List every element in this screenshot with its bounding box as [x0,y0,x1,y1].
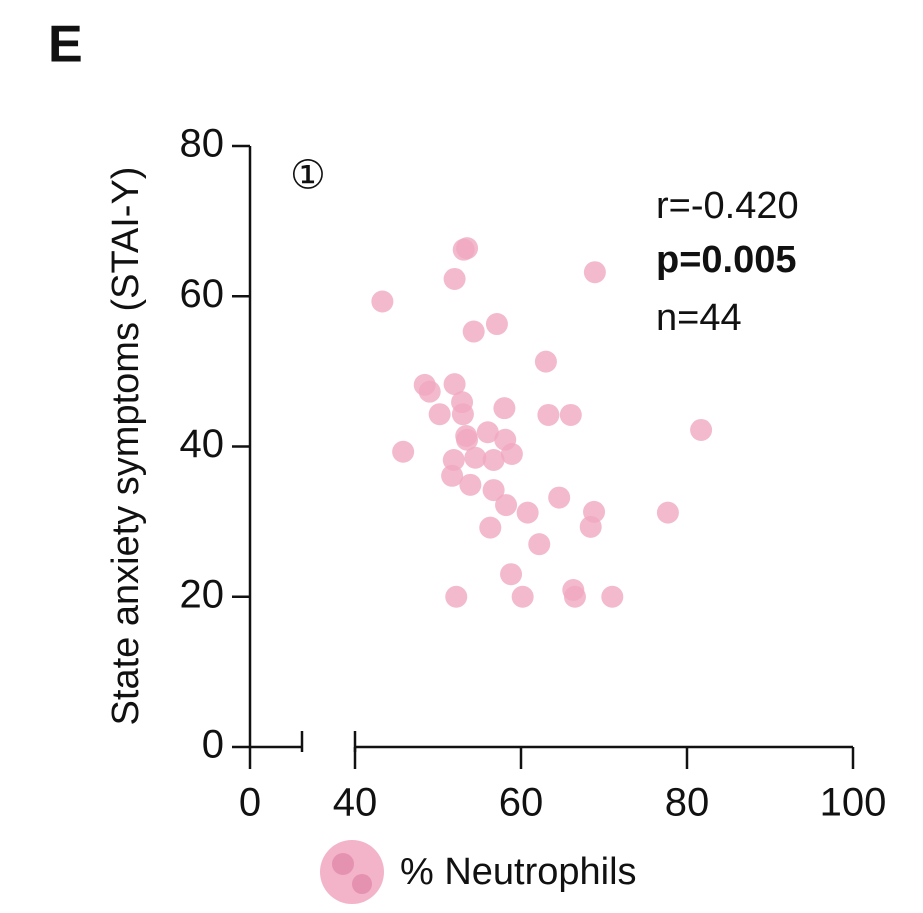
y-tick-label: 80 [180,122,225,166]
stat-r: r=-0.420 [656,185,799,227]
neutrophil-icon-lobe [332,853,354,875]
point [476,421,499,444]
stat-n: n=44 [656,297,742,339]
point [528,533,551,556]
point [495,494,518,517]
point [482,479,505,502]
y-axis-label: State anxiety symptoms (STAI-Y) [105,167,147,726]
point [451,403,474,426]
y-tick-label: 20 [180,572,225,616]
point [418,380,441,403]
point [482,449,505,472]
point [601,585,624,608]
point [563,585,586,608]
point [392,440,415,463]
point [459,473,482,496]
point [511,585,534,608]
point [456,428,479,451]
point [445,585,468,608]
y-tick-label: 0 [202,723,224,767]
point [559,403,582,426]
point [537,403,560,426]
neutrophil-icon-lobe [352,874,372,894]
point [428,403,451,426]
point [462,320,485,343]
neutrophil-icon [320,840,384,904]
point [441,464,464,487]
point [500,443,523,466]
point [500,563,523,586]
point [548,486,571,509]
stat-p: p=0.005 [656,239,797,281]
point [452,238,475,261]
point [485,313,508,336]
x-tick-label: 0 [239,781,261,825]
point [534,350,557,373]
x-tick-label: 40 [333,781,378,825]
panel-label: E [48,16,83,74]
point [579,515,602,538]
point [516,501,539,524]
point [443,267,466,290]
point [479,516,502,539]
point [464,446,487,469]
point [656,501,679,524]
y-tick-label: 60 [180,272,225,316]
x-tick-label: 60 [499,781,544,825]
x-tick-label: 80 [665,781,710,825]
y-tick-label: 40 [180,422,225,466]
point [690,418,713,441]
point [583,261,606,284]
x-axis-label: % Neutrophils [400,851,637,893]
point [493,397,516,420]
x-tick-label: 100 [820,781,887,825]
point [443,373,466,396]
marker-label: ① [290,154,326,198]
point [371,290,394,313]
